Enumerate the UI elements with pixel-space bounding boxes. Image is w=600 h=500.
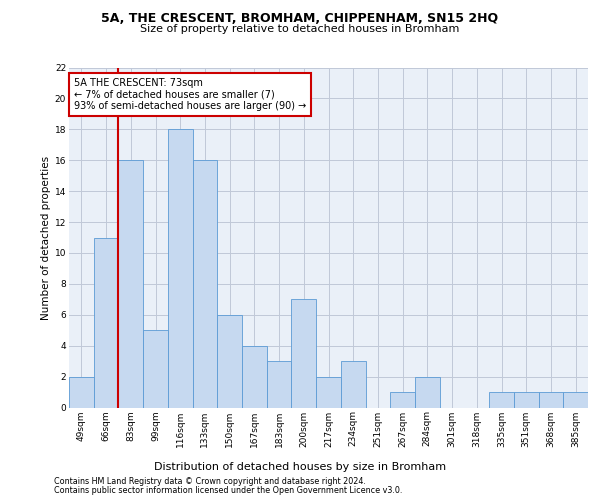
- Bar: [514, 392, 539, 407]
- Bar: [341, 361, 365, 408]
- Y-axis label: Number of detached properties: Number of detached properties: [41, 156, 50, 320]
- Bar: [217, 315, 242, 408]
- Bar: [390, 392, 415, 407]
- Bar: [489, 392, 514, 407]
- Bar: [94, 238, 118, 408]
- Bar: [168, 130, 193, 407]
- Bar: [267, 361, 292, 408]
- Bar: [118, 160, 143, 408]
- Bar: [242, 346, 267, 408]
- Text: Size of property relative to detached houses in Bromham: Size of property relative to detached ho…: [140, 24, 460, 34]
- Bar: [143, 330, 168, 407]
- Bar: [415, 376, 440, 408]
- Bar: [292, 300, 316, 408]
- Bar: [193, 160, 217, 408]
- Bar: [69, 376, 94, 408]
- Text: Contains public sector information licensed under the Open Government Licence v3: Contains public sector information licen…: [54, 486, 403, 495]
- Text: Contains HM Land Registry data © Crown copyright and database right 2024.: Contains HM Land Registry data © Crown c…: [54, 477, 366, 486]
- Bar: [316, 376, 341, 408]
- Text: Distribution of detached houses by size in Bromham: Distribution of detached houses by size …: [154, 462, 446, 472]
- Text: 5A THE CRESCENT: 73sqm
← 7% of detached houses are smaller (7)
93% of semi-detac: 5A THE CRESCENT: 73sqm ← 7% of detached …: [74, 78, 307, 111]
- Text: 5A, THE CRESCENT, BROMHAM, CHIPPENHAM, SN15 2HQ: 5A, THE CRESCENT, BROMHAM, CHIPPENHAM, S…: [101, 12, 499, 26]
- Bar: [563, 392, 588, 407]
- Bar: [539, 392, 563, 407]
